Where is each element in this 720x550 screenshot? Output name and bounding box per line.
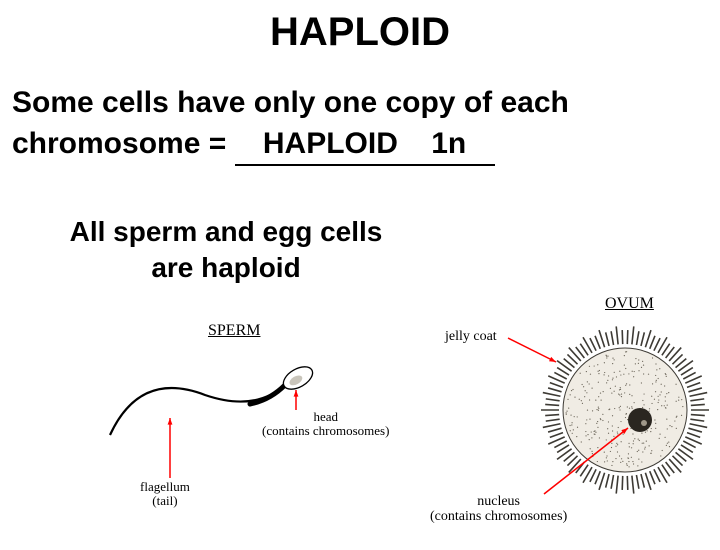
- subhead-line1: All sperm and egg cells: [46, 214, 406, 250]
- blank-fill: HAPLOID 1n: [235, 124, 495, 167]
- definition-line2: chromosome = HAPLOID 1n: [12, 124, 708, 167]
- diagram-area: SPERM OVUM flagellum(tail) head(contains…: [0, 300, 720, 550]
- title-text: HAPLOID: [270, 10, 450, 54]
- page-title: HAPLOID: [0, 10, 720, 55]
- diagram-svg: [0, 300, 720, 550]
- definition-line1: Some cells have only one copy of each: [12, 83, 708, 124]
- definition-block: Some cells have only one copy of each ch…: [12, 83, 708, 166]
- subheading: All sperm and egg cells are haploid: [46, 214, 406, 287]
- definition-line2-prefix: chromosome =: [12, 127, 235, 160]
- subhead-line2: are haploid: [46, 250, 406, 286]
